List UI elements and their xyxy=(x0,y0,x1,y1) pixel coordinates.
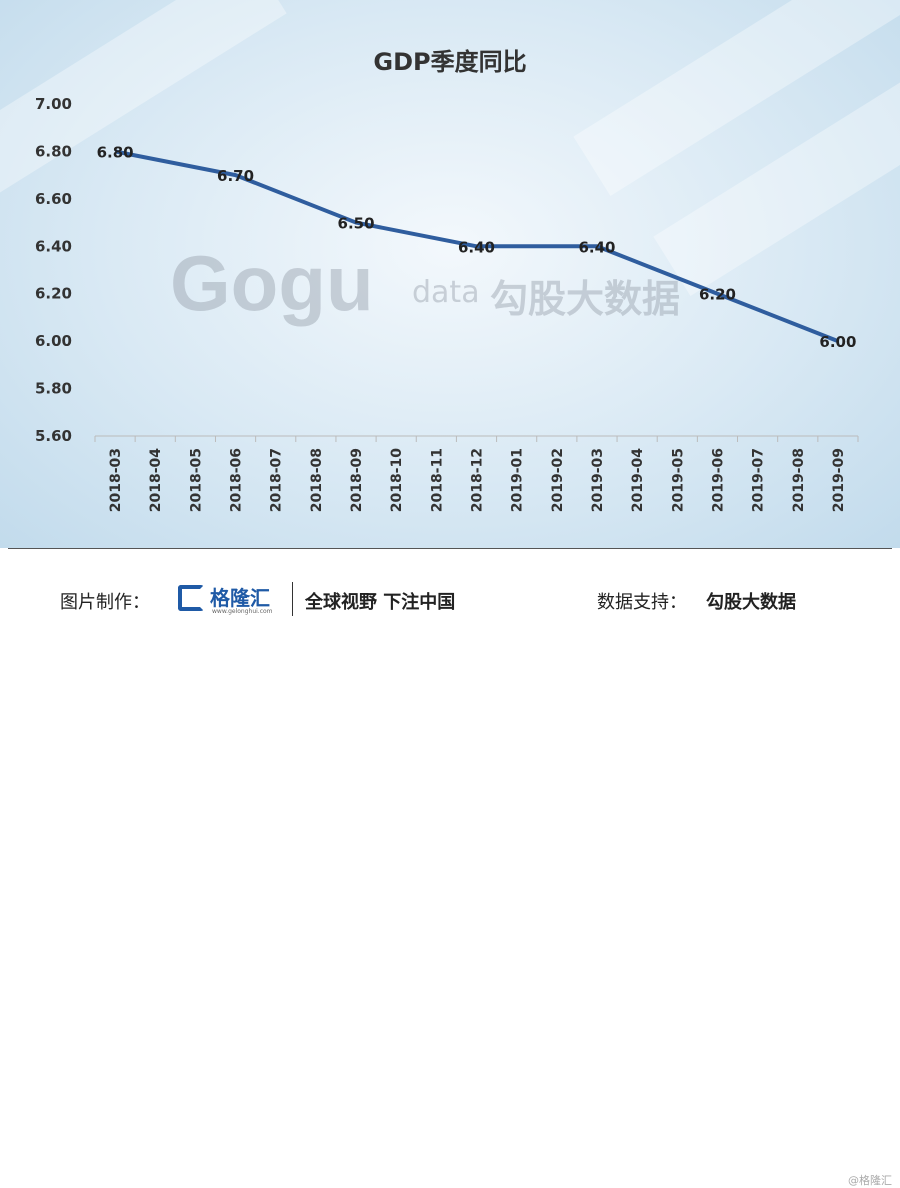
x-tick-label: 2019-01 xyxy=(510,448,526,512)
y-tick-label: 6.80 xyxy=(35,142,72,160)
x-tick-label: 2018-05 xyxy=(188,448,204,512)
x-axis: 2018-03 2018-04 2018-05 2018-06 2018-07 2018-… xyxy=(94,436,859,513)
x-tick-label: 2018-12 xyxy=(470,448,486,512)
series-line xyxy=(114,149,839,344)
data-labels: 6.80 6.70 6.50 6.40 6.40 6.20 6.00 xyxy=(97,143,857,351)
x-tick-label: 2019-03 xyxy=(590,448,606,512)
watermark-sub: data xyxy=(412,275,480,310)
footer: 图片制作： 格隆汇 www.gelonghui.com 全球视野 下注中国 数据… xyxy=(0,548,900,1187)
watermark-cn: 勾股大数据 xyxy=(490,277,681,321)
x-tick-label: 2019-07 xyxy=(751,448,767,512)
y-axis: 5.60 5.80 6.00 6.20 6.40 6.60 6.80 7.00 xyxy=(35,95,72,445)
x-tick-label: 2019-08 xyxy=(791,448,807,512)
support-label: 数据支持： xyxy=(597,592,687,613)
data-label: 6.40 xyxy=(458,238,495,256)
x-tick-label: 2018-07 xyxy=(269,448,285,512)
maker-label: 图片制作： xyxy=(60,592,150,613)
data-label: 6.70 xyxy=(217,167,254,185)
x-tick-label: 2018-03 xyxy=(108,448,124,512)
data-label: 6.00 xyxy=(819,333,856,351)
x-tick-label: 2018-08 xyxy=(309,448,325,512)
x-tick-label: 2019-02 xyxy=(550,448,566,512)
x-tick-label: 2018-11 xyxy=(429,448,445,512)
x-tick-label: 2018-06 xyxy=(229,448,245,512)
x-tick-label: 2018-09 xyxy=(349,448,365,512)
y-tick-label: 5.80 xyxy=(35,380,72,398)
data-label: 6.20 xyxy=(699,286,736,304)
chart-title: GDP季度同比 xyxy=(373,48,527,76)
support-value: 勾股大数据 xyxy=(706,592,796,613)
y-tick-label: 6.20 xyxy=(35,285,72,303)
footer-divider xyxy=(8,548,892,549)
gelonghui-logo-icon xyxy=(178,585,204,611)
corner-watermark: @格隆汇 xyxy=(848,1174,892,1187)
y-tick-label: 6.00 xyxy=(35,332,72,350)
data-label: 6.80 xyxy=(97,143,134,161)
x-tick-label: 2019-06 xyxy=(710,448,726,512)
x-tick-label: 2019-04 xyxy=(630,448,646,513)
x-tick-label: 2019-05 xyxy=(670,448,686,512)
logo-url: www.gelonghui.com xyxy=(212,608,273,615)
data-label: 6.40 xyxy=(578,238,615,256)
slogan: 全球视野 下注中国 xyxy=(305,592,456,613)
watermark-logo: Gogu xyxy=(170,239,374,327)
x-tick-label: 2019-09 xyxy=(831,448,847,512)
logo-divider xyxy=(292,582,293,616)
line-chart: 5.60 5.80 6.00 6.20 6.40 6.60 6.80 7.00 2018-03… xyxy=(35,95,859,513)
chart-panel: Gogu data 勾股大数据 GDP季度同比 5.60 5.80 6.00 6.20… xyxy=(0,0,900,548)
logo-name: 格隆汇 xyxy=(210,586,270,610)
y-tick-label: 6.40 xyxy=(35,237,72,255)
y-tick-label: 7.00 xyxy=(35,95,72,113)
data-label: 6.50 xyxy=(338,215,375,233)
x-tick-label: 2018-04 xyxy=(148,448,164,513)
y-tick-label: 6.60 xyxy=(35,190,72,208)
x-tick-label: 2018-10 xyxy=(389,448,405,513)
y-tick-label: 5.60 xyxy=(35,427,72,445)
